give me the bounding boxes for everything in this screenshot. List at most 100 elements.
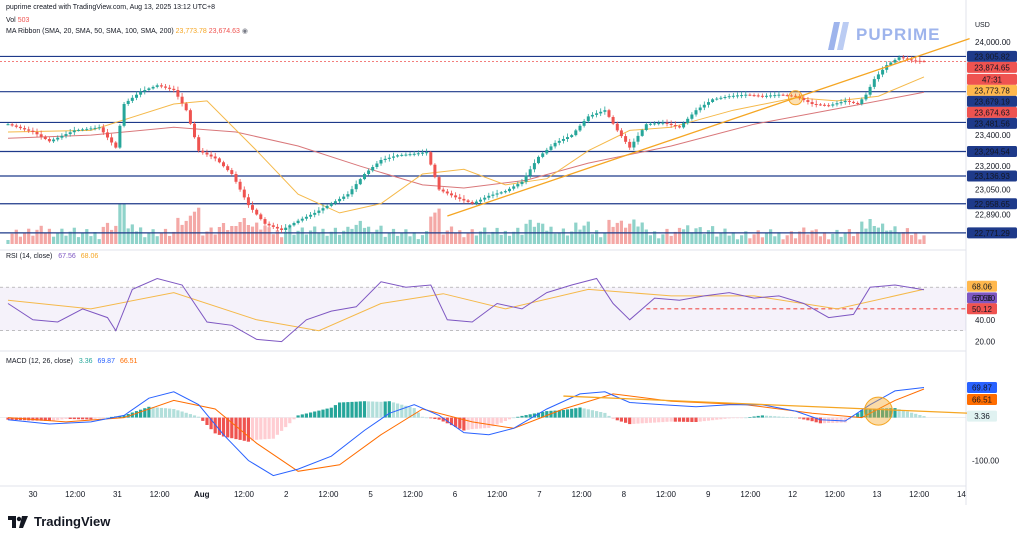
time-axis-tick: Aug <box>194 490 210 499</box>
volume-bar <box>126 228 130 244</box>
macd-histogram-bar <box>52 417 56 421</box>
macd-histogram-bar <box>843 417 847 423</box>
macd-histogram-bar <box>362 401 367 418</box>
candle-body <box>363 174 366 180</box>
macd-histogram-bar <box>163 408 168 418</box>
macd-histogram-bar <box>624 417 628 423</box>
volume-bar <box>354 224 358 244</box>
volume-bar <box>350 228 354 244</box>
macd-histogram-bar <box>628 417 632 425</box>
candle-body <box>619 130 623 137</box>
candle-body <box>135 94 138 98</box>
candle-body <box>375 163 379 167</box>
candle-body <box>321 208 325 211</box>
volume-bar <box>524 223 528 244</box>
candle-body <box>881 69 885 75</box>
candle-body <box>242 189 246 198</box>
candle-body <box>387 157 391 159</box>
macd-histogram-bar <box>213 417 217 434</box>
candle-body <box>487 195 491 198</box>
volume-bar <box>147 233 151 244</box>
macd-histogram-bar <box>122 415 126 418</box>
candle-body <box>756 95 760 97</box>
candle-body <box>578 125 582 131</box>
volume-bar <box>653 231 657 244</box>
candle-body <box>731 95 735 97</box>
candle-body <box>673 125 677 127</box>
macd-histogram-bar <box>449 417 454 426</box>
macd-title: MACD (12, 26, close) <box>6 358 73 365</box>
candle-body <box>740 95 744 97</box>
macd-histogram-bar <box>387 401 391 418</box>
candle-body <box>582 121 586 126</box>
time-axis-tick: 9 <box>706 490 711 499</box>
macd-histogram-bar <box>773 416 777 418</box>
candle-body <box>876 74 880 80</box>
macd-histogram-bar <box>698 417 702 422</box>
macd-histogram-bar <box>404 405 408 418</box>
macd-histogram-bar <box>719 417 723 420</box>
volume-legend: Vol 503 <box>6 16 29 25</box>
candle-body <box>760 95 764 97</box>
macd-histogram-bar <box>43 417 47 421</box>
volume-bar <box>60 228 64 244</box>
time-axis-tick: 12:00 <box>740 490 761 499</box>
candle-body <box>590 114 594 117</box>
volume-bar <box>23 232 27 244</box>
candle-body <box>586 116 590 122</box>
tradingview-logo[interactable]: TradingView <box>8 514 110 529</box>
candle-body <box>856 103 860 104</box>
price-label-text: 23,773.78 <box>974 86 1010 95</box>
volume-bar <box>735 239 740 244</box>
candle-body <box>678 126 681 128</box>
volume-bar <box>669 235 673 244</box>
candle-body <box>462 198 466 201</box>
price-label-box <box>967 146 1017 158</box>
ma-slow-value: 23,674.63 <box>208 28 240 35</box>
time-axis-tick: 2 <box>284 490 289 499</box>
price-label-box <box>967 198 1017 210</box>
candle-body <box>263 219 267 224</box>
macd-highlight-circle <box>863 396 893 426</box>
macd-histogram-bar <box>657 417 661 423</box>
macd-histogram-bar <box>134 411 139 418</box>
macd-histogram-bar <box>474 417 478 429</box>
candle-body <box>769 95 773 97</box>
puprime-watermark: PUPRIME <box>824 20 940 50</box>
volume-bar <box>760 237 764 244</box>
volume-bar <box>922 235 926 244</box>
volume-bar <box>910 235 914 244</box>
macd-histogram-bar <box>317 410 321 418</box>
volume-bar <box>657 238 661 244</box>
volume-bar <box>197 207 201 244</box>
volume-bar <box>487 234 491 244</box>
macd-histogram-bar <box>740 417 744 419</box>
macd-histogram-bar <box>350 401 354 418</box>
macd-histogram-bar <box>143 408 147 418</box>
candle-body <box>445 191 449 194</box>
volume-bar <box>847 229 851 244</box>
macd-histogram-bar <box>706 417 711 421</box>
volume-bar <box>557 232 561 244</box>
candle-body <box>719 97 723 99</box>
candle-body <box>905 58 909 60</box>
volume-bar <box>802 227 806 244</box>
candle-body <box>843 100 847 103</box>
macd-histogram-bar <box>93 417 97 419</box>
candle-body <box>416 153 420 155</box>
macd-histogram-bar <box>296 415 300 418</box>
macd-histogram-bar <box>383 401 387 418</box>
volume-bar <box>856 232 860 244</box>
volume-bar <box>296 230 300 244</box>
volume-bar <box>789 231 793 244</box>
time-axis-tick: 6 <box>453 490 458 499</box>
macd-histogram-bar <box>367 401 371 418</box>
volume-bar <box>420 235 425 244</box>
macd-histogram-bar <box>914 413 918 418</box>
volume-bar <box>213 234 217 244</box>
eye-icon[interactable]: ◉ <box>241 28 248 35</box>
macd-histogram-bar <box>901 410 905 418</box>
volume-bar <box>810 230 814 244</box>
macd-histogram-bar <box>400 404 404 418</box>
